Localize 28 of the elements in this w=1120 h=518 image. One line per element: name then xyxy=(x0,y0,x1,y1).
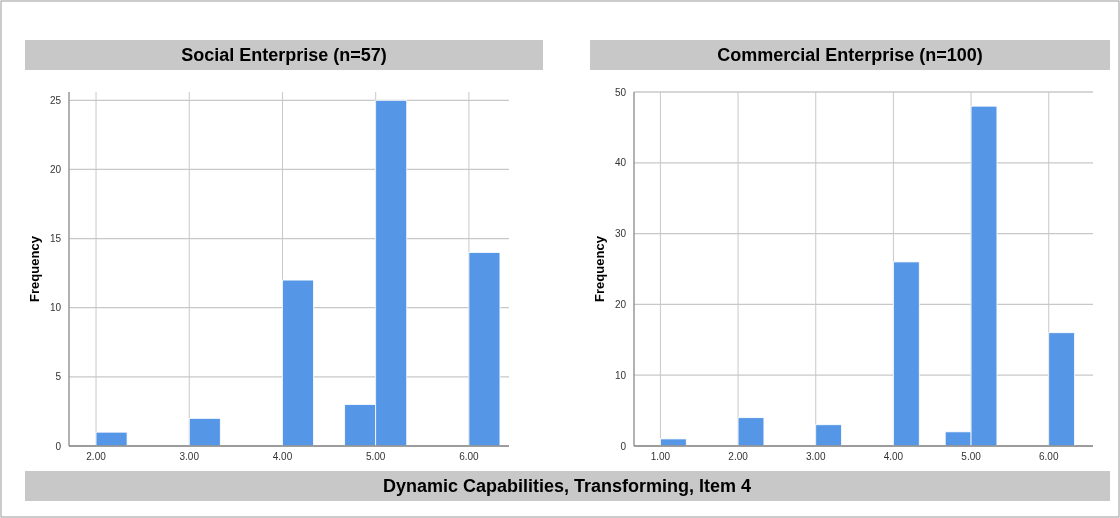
y-tick-label: 50 xyxy=(614,86,627,98)
y-tick-label: 0 xyxy=(55,440,62,452)
x-tick-label: 6.00 xyxy=(459,451,480,462)
x-tick-label: 5.00 xyxy=(365,451,386,462)
x-tick-label: 4.00 xyxy=(883,451,904,462)
y-tick-label: 30 xyxy=(614,228,627,240)
y-tick-label: 40 xyxy=(614,157,627,169)
x-tick-label: 3.00 xyxy=(806,451,826,462)
x-tick-label: 2.00 xyxy=(86,451,107,462)
y-tick-label: 10 xyxy=(49,302,62,314)
x-tick-label: 6.00 xyxy=(1039,451,1059,462)
y-tick-label: 20 xyxy=(49,163,62,175)
chart-title: Commercial Enterprise (n=100) xyxy=(717,45,983,65)
x-tick-label: 1.00 xyxy=(650,451,671,462)
y-tick-label: 15 xyxy=(49,233,62,245)
x-tick-label: 5.00 xyxy=(961,451,982,462)
y-tick-label: 5 xyxy=(55,371,62,383)
x-tick-label: 2.00 xyxy=(728,451,749,462)
y-tick-label: 10 xyxy=(614,369,627,381)
text: Dynamic Capabilities, Transforming, Item 4 xyxy=(382,476,752,496)
y-tick-label: 20 xyxy=(614,298,627,310)
chart-title: Social Enterprise (n=57) xyxy=(181,45,387,65)
x-tick-label: 3.00 xyxy=(179,451,200,462)
y-axis-title: Frequency xyxy=(592,235,607,302)
y-tick-label: 0 xyxy=(620,440,627,452)
y-tick-label: 25 xyxy=(49,94,62,106)
x-tick-label: 4.00 xyxy=(272,451,293,462)
y-axis-title: Frequency xyxy=(27,235,42,302)
